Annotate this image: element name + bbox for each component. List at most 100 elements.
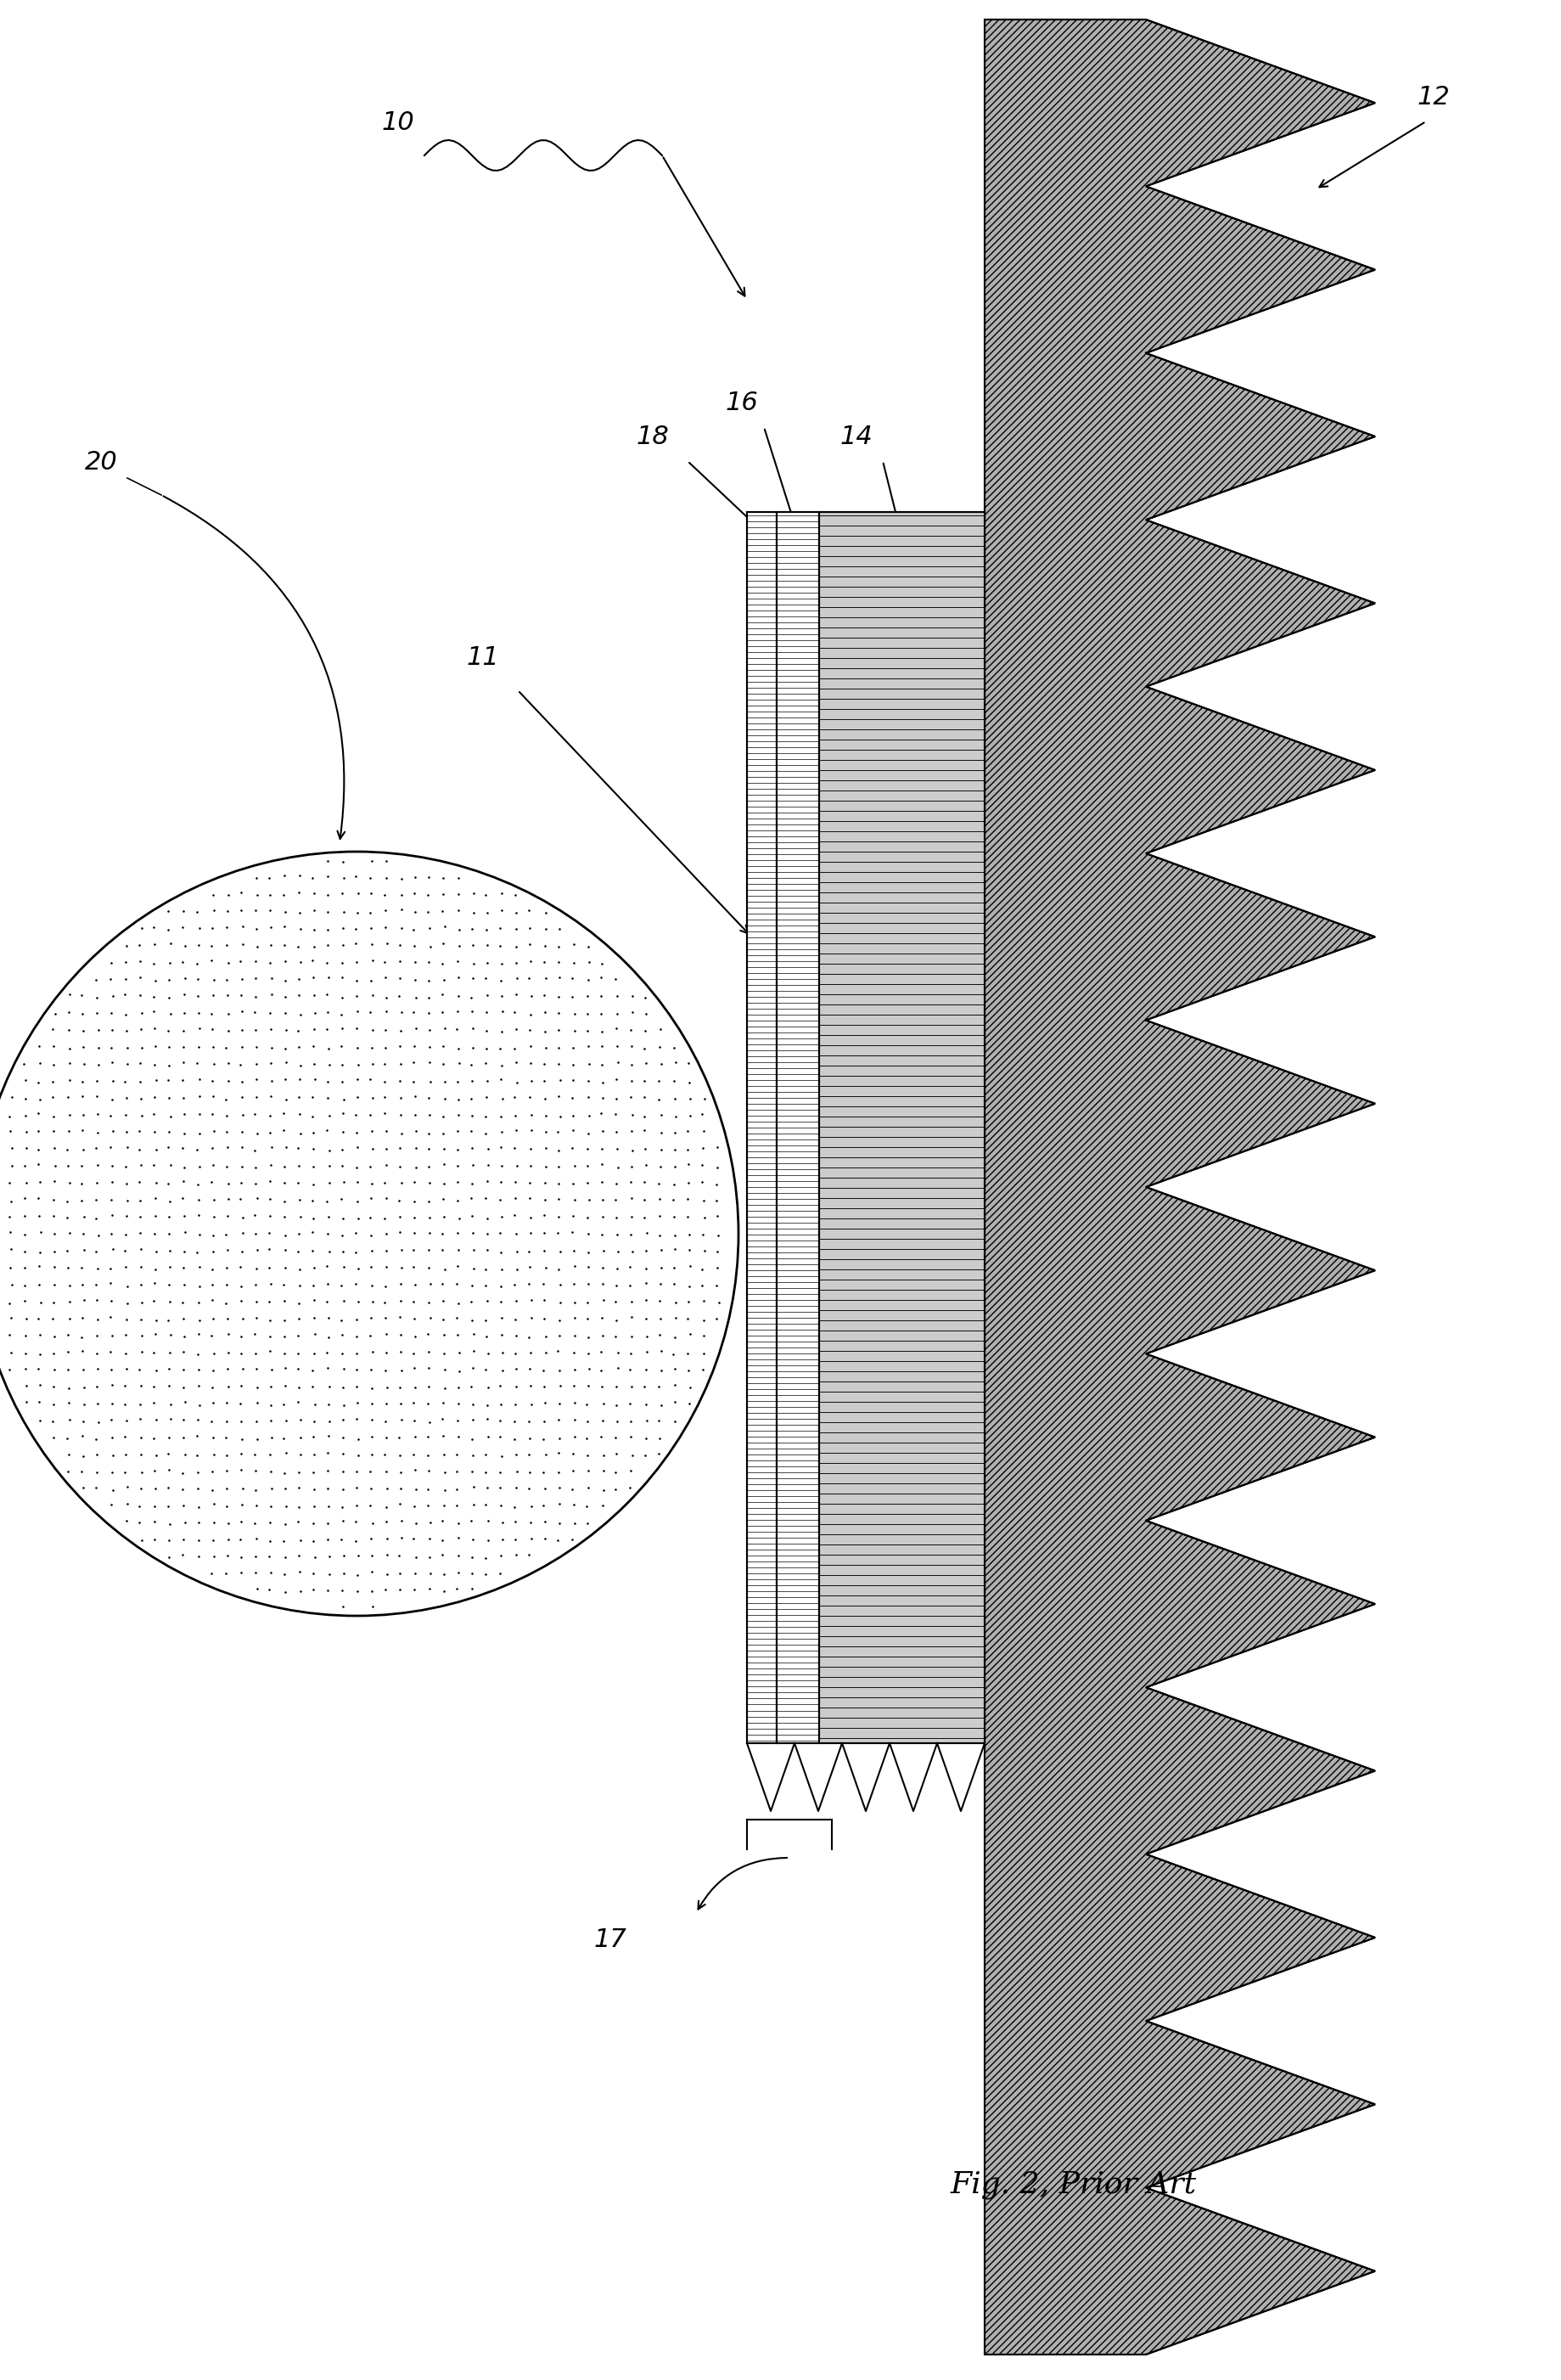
Point [315,1214,340,1252]
Point [214,1028,239,1066]
Point [41,1045,66,1083]
Point [0,1164,9,1202]
Point [187,1061,212,1100]
Point [503,892,528,931]
Point [128,1247,153,1285]
Point [546,1045,571,1083]
Point [41,1385,66,1423]
Point [389,859,414,897]
Point [704,1233,729,1271]
Point [301,1009,326,1047]
Point [314,1283,339,1321]
Point [560,1230,585,1269]
Point [112,959,137,997]
Point [0,1097,22,1135]
Point [140,909,165,947]
Point [55,1418,80,1457]
Point [489,1097,514,1135]
Point [532,1299,557,1338]
Point [126,926,151,964]
Point [114,1502,139,1540]
Point [548,959,573,997]
Point [156,1011,181,1050]
Point [389,1452,414,1490]
Point [446,1504,471,1542]
Point [489,962,514,1000]
Point [548,1283,573,1321]
Point [229,1147,254,1185]
Point [460,1399,485,1438]
Point [317,1031,342,1069]
Point [375,1230,400,1269]
Point [373,1316,398,1354]
Point [490,1521,515,1559]
Point [315,876,340,914]
Point [603,1283,628,1321]
Point [214,1097,239,1135]
Point [172,976,197,1014]
Point [314,1011,339,1050]
Point [12,1216,37,1254]
Point [98,1180,123,1219]
Point [692,1081,716,1119]
Point [446,1045,471,1083]
Point [301,912,326,950]
Point [546,1352,571,1390]
Point [317,1130,342,1169]
Point [214,1285,239,1323]
Point [634,1264,659,1302]
Point [272,907,297,945]
Point [214,962,239,1000]
Point [229,1095,254,1133]
Point [389,1471,414,1509]
Point [172,1161,197,1200]
Point [41,1180,66,1219]
Point [692,1233,716,1271]
Point [201,1485,226,1523]
Point [172,1233,197,1271]
Point [676,1145,701,1183]
Point [476,1335,501,1373]
Point [289,1047,314,1085]
Point [459,1283,484,1321]
Point [432,1081,457,1119]
Point [184,1045,209,1083]
Point [531,1352,556,1390]
Point [401,992,426,1031]
Point [692,1280,716,1319]
Point [86,1045,111,1083]
Point [142,926,167,964]
Point [314,1111,339,1150]
Point [431,1145,456,1183]
Point [618,1402,643,1440]
Point [503,928,528,966]
Point [172,1095,197,1133]
Point [431,1416,456,1454]
Point [186,1028,211,1066]
Point [562,926,587,964]
Point [0,1147,25,1185]
Point [140,1418,165,1457]
Point [343,942,368,981]
Point [534,1319,559,1357]
Point [357,1095,382,1133]
Point [518,1095,543,1133]
Point [69,1180,94,1219]
Point [114,1216,139,1254]
Point [14,1114,39,1152]
Point [215,1180,240,1219]
Point [503,1161,528,1200]
Point [41,1335,66,1373]
Point [315,857,340,895]
Point [215,1230,240,1269]
Point [562,995,587,1033]
Point [446,1200,471,1238]
Point [576,1164,601,1202]
Point [0,1197,22,1235]
Point [200,1095,225,1133]
Point [690,1216,715,1254]
Point [431,876,456,914]
Point [0,1299,8,1338]
Point [214,1111,239,1150]
Point [460,1316,485,1354]
